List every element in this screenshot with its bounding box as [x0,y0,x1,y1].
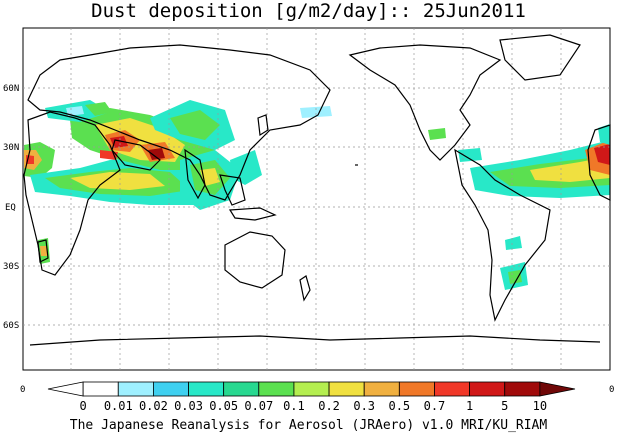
colorbar-bin [117,381,154,397]
colorbar-label: 5 [501,399,508,413]
coast-north-america [348,44,502,161]
colorbar-label: 0.5 [388,399,410,413]
colorbar-bin [188,381,225,397]
colorbar-label: 1 [466,399,473,413]
colorbar-bin [152,381,189,397]
coast-south-america [454,148,551,322]
colorbar-label: 0.03 [174,399,203,413]
dust-field [300,106,332,118]
coast-japan [257,114,269,137]
lat-labels: 60N 30N EQ 30S 60S [3,84,19,331]
colorbar-bin [469,381,506,397]
colorbar-label: 0.1 [283,399,305,413]
coast-indochina [219,174,246,206]
colorbar-label: 0.02 [139,399,168,413]
dust-field [508,270,522,284]
dust-field [598,124,610,145]
colorbar-label: 0.3 [353,399,375,413]
colorbar-bin [258,381,295,397]
coast-india [184,148,206,200]
dust-field [40,246,48,256]
lon-label-right: 0 [609,385,614,395]
coast-africa [23,111,121,276]
coast-africa-right [587,124,611,201]
colorbar-arrow-high [539,381,576,397]
coast-greenland [499,34,581,81]
dust-field [148,148,165,160]
dust-field [70,172,165,190]
colorbar-bin [223,381,260,397]
coast-australia [224,231,286,289]
dust-field [110,136,128,148]
coast-antarctica [29,335,601,346]
coast-eurasia [27,44,331,201]
colorbar-bin [328,381,365,397]
dust-field [428,128,446,140]
colorbar-label: 0 [80,399,87,413]
colorbar-bin [82,381,119,397]
footer-credit: The Japanese Reanalysis for Aerosol (JRA… [69,418,548,433]
colorbar-bin [363,381,400,397]
colorbar-bin [293,381,330,397]
dust-field [170,110,220,140]
lat-label-30s: 30S [3,262,19,272]
colorbar-label: 0.2 [318,399,340,413]
lon-label-left: 0 [20,385,25,395]
dust-field [505,236,522,250]
dust-field [66,106,84,116]
dust-field [594,144,610,165]
colorbar-bin [504,381,541,397]
colorbar-label: 10 [533,399,547,413]
dust-field [458,148,482,162]
dust-field [200,168,220,186]
colorbar-label: 0.07 [244,399,273,413]
dust-field [85,102,112,116]
lat-label-60n: 60N [3,84,19,94]
coast-arabia [111,139,161,171]
colorbar-label: 0.01 [104,399,133,413]
colorbar: 0 0.01 0.02 0.03 0.05 0.07 0.1 0.2 0.3 0.5 0.7 1 5 10 [47,381,576,413]
colorbar-bin [434,381,471,397]
colorbar-arrow-low [47,381,84,397]
lat-label-30n: 30N [3,143,19,153]
coastlines [23,34,611,346]
colorbar-bin [398,381,435,397]
colorbar-label: 0.7 [424,399,446,413]
map-plot-area [22,27,611,371]
lat-label-eq: EQ [5,203,16,213]
lat-label-60s: 60S [3,321,19,331]
coast-new-zealand [299,275,311,302]
colorbar-label: 0.05 [209,399,238,413]
coast-madagascar [37,239,49,263]
map-title: Dust deposition [g/m2/day]:: 25Jun2011 [91,0,526,22]
graticule [23,28,610,370]
coast-indonesia [228,207,277,221]
dust-field [230,150,262,185]
